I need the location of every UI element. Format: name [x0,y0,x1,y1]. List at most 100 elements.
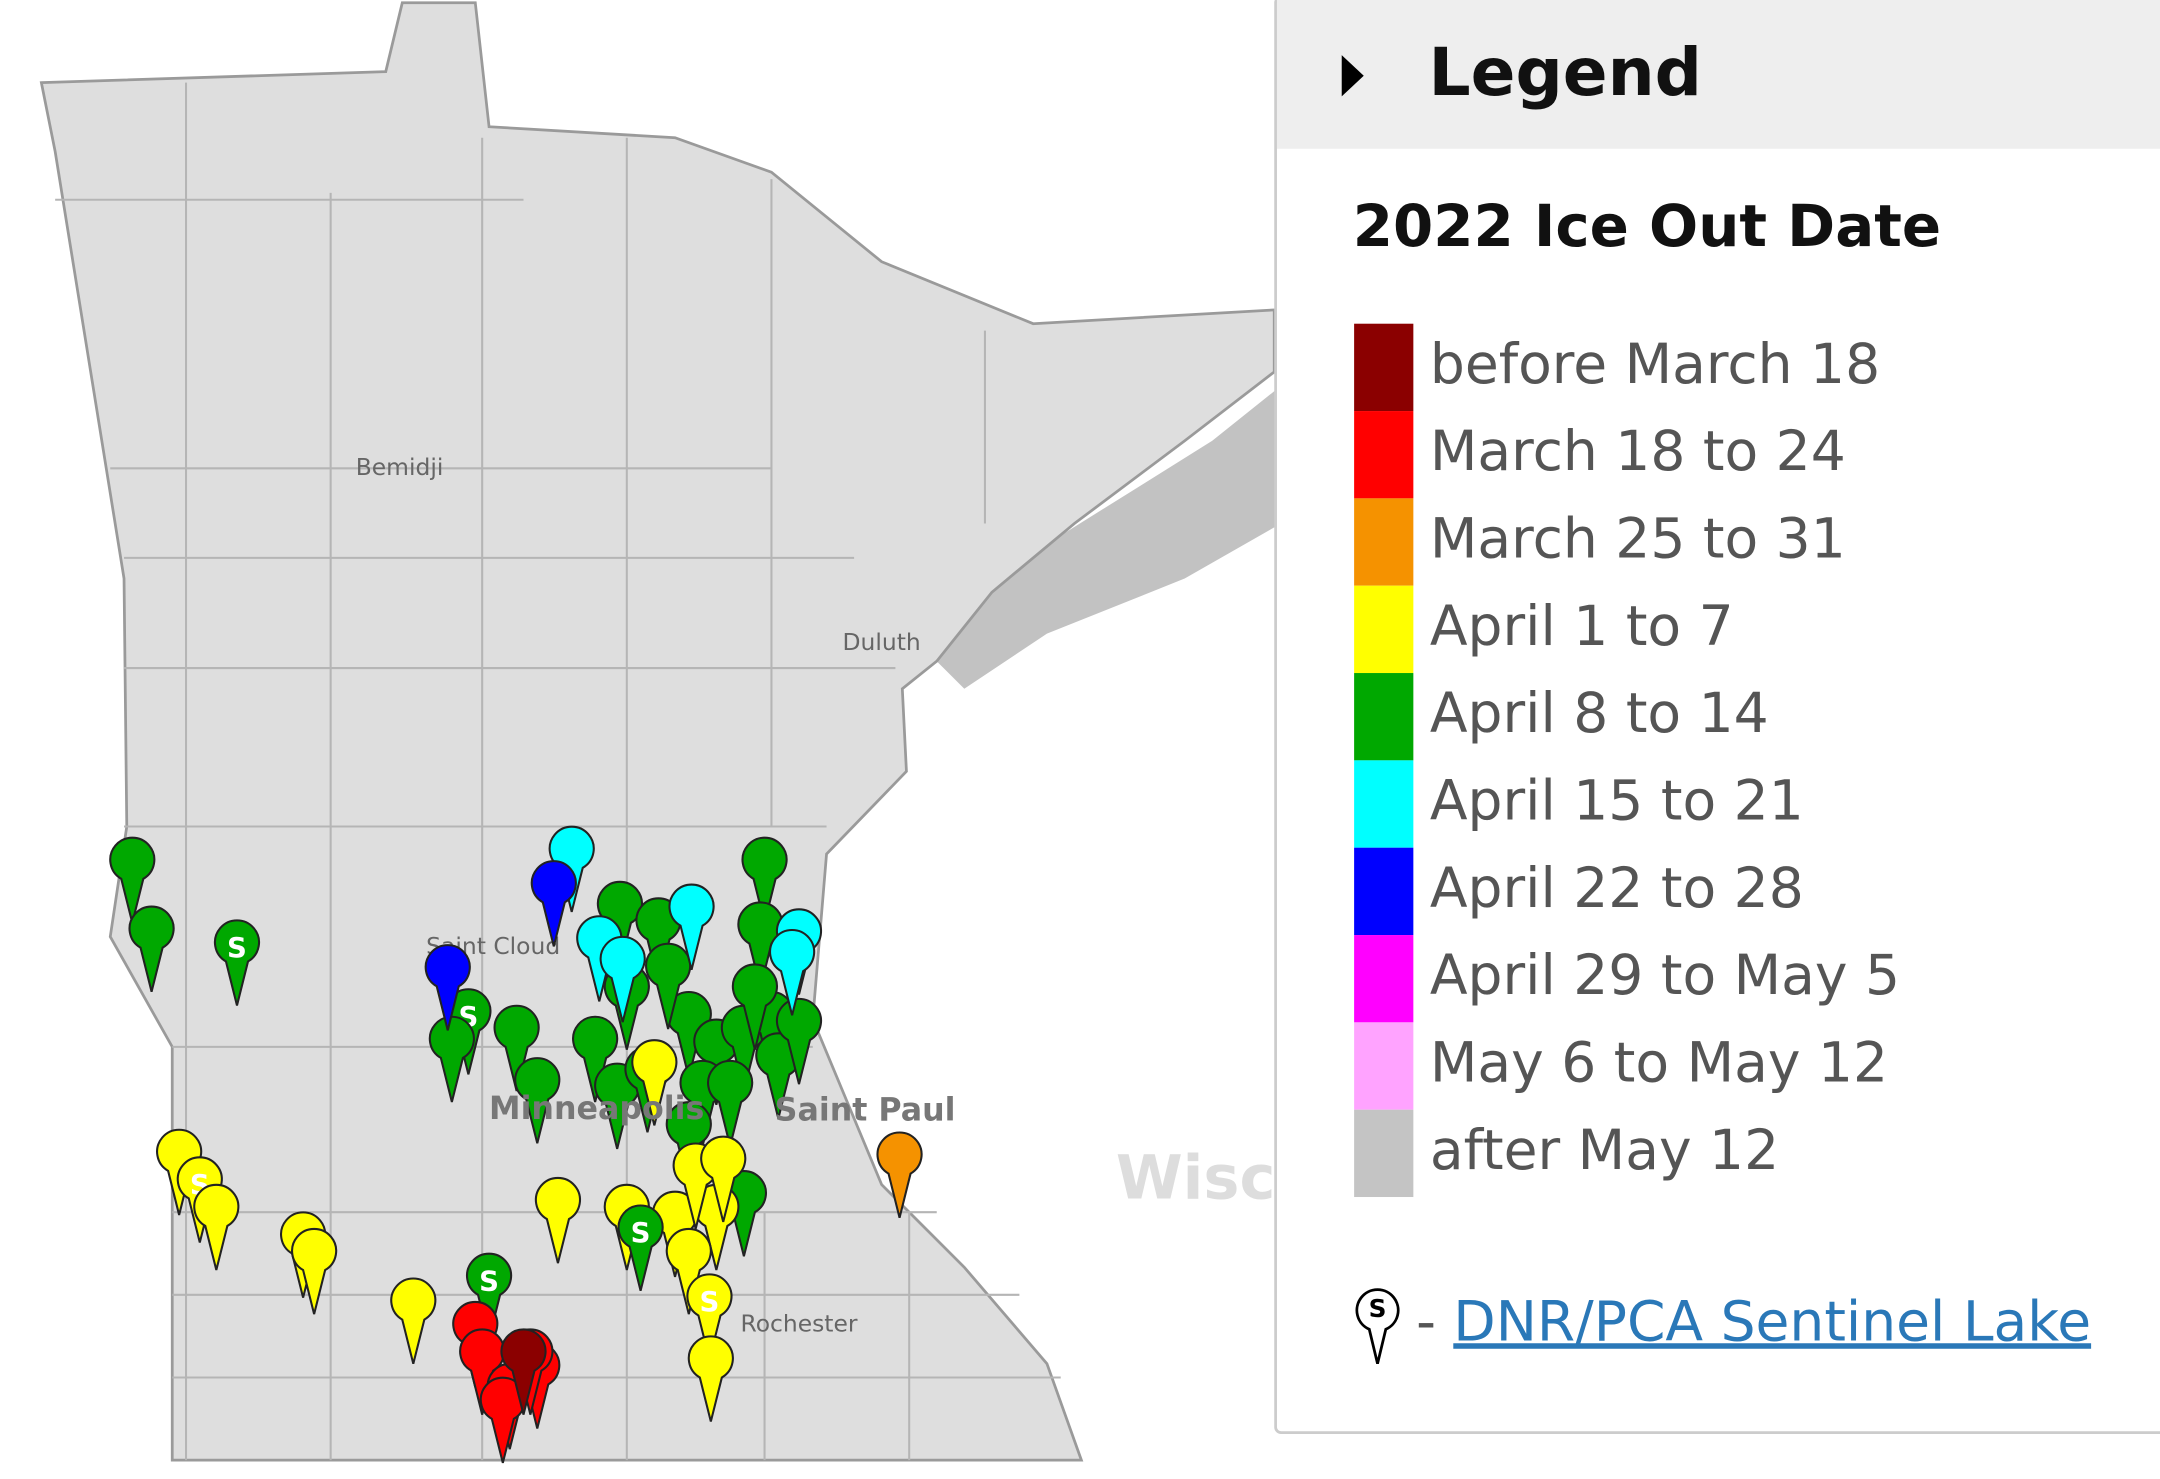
marker-pin [424,944,471,1031]
marker-pin [769,928,816,1016]
legend-label: May 6 to May 12 [1430,1031,1888,1095]
legend-label: April 15 to 21 [1430,769,1804,833]
city-label: Minneapolis [489,1091,704,1127]
sentinel-symbol: S [479,1265,499,1297]
marker-pin [635,897,682,984]
city-label: Duluth [843,628,921,656]
marker-pin [665,1227,712,1315]
lake-marker: S [465,1252,513,1340]
marker-pin [128,905,175,993]
city-label: Saint Paul [775,1093,956,1129]
city-label: Bemidji [356,453,444,481]
marker-pin [668,883,715,970]
lake-marker [665,1227,712,1315]
sentinel-link[interactable]: DNR/PCA Sentinel Lake [1453,1289,2091,1353]
toggle-arrow[interactable] [1341,55,1364,97]
marker-pin [291,1227,338,1315]
lake-marker [741,836,788,924]
marker-pin [741,836,788,924]
legend-title: 2022 Ice Out Date [1353,192,1941,260]
legend-panel: Legend 2022 Ice Out Date before March 18… [1274,0,2160,1434]
legend-label: April 8 to 14 [1430,681,1769,745]
city-label: Rochester [740,1310,857,1338]
lake-superior [936,344,1378,689]
lake-marker [128,905,175,993]
lake-marker: S [617,1204,664,1291]
lake-marker [707,1059,754,1147]
marker-pin [534,1176,582,1264]
legend-swatch [1354,935,1414,1023]
lake-marker [514,1057,561,1144]
lake-marker [731,963,778,1050]
lake-marker [109,836,156,924]
sentinel-symbol: S [631,1217,651,1249]
lake-marker [291,1227,338,1315]
legend-swatch [1354,847,1414,936]
lake-marker [645,942,692,1030]
lake-marker [700,1135,747,1223]
lake-marker [390,1277,437,1364]
legend-swatch [1354,760,1414,848]
sentinel-icon: S [1355,1288,1400,1365]
marker-pin [390,1277,437,1364]
minnesota [39,1,1276,1462]
sentinel-dash: - [1416,1289,1436,1353]
lake-marker [599,935,646,1023]
lake-marker [876,1131,923,1218]
legend-label: April 22 to 28 [1430,856,1804,920]
lake-marker [193,1183,240,1271]
marker-pin [631,1039,678,1126]
lake-marker [668,883,715,970]
marker-pin [617,1204,664,1291]
lake-marker [635,897,682,984]
marker-pin [109,836,156,924]
lake-marker [424,944,471,1031]
lake-marker [572,1015,619,1103]
marker-pin [700,1135,747,1223]
legend-swatch [1354,498,1414,586]
legend-label: March 18 to 24 [1430,419,1846,483]
legend-header[interactable] [1276,0,2160,149]
marker-pin [707,1059,754,1147]
marker-pin [731,963,778,1050]
lake-marker [631,1039,678,1126]
marker-pin [193,1183,240,1271]
marker-pin [686,1273,733,1360]
sentinel-symbol: S [1369,1294,1387,1323]
marker-pin [687,1335,734,1422]
lake-marker [534,1176,582,1264]
marker-pin [493,1004,540,1092]
sentinel-symbol: S [700,1286,720,1318]
legend-label: after May 12 [1430,1118,1779,1182]
sentinel-symbol: S [227,932,247,964]
legend-swatch [1354,1022,1414,1110]
marker-pin [514,1057,561,1144]
marker-pin [876,1131,923,1218]
lake-marker [775,997,823,1085]
marker-pin [599,935,646,1023]
lake-marker: S [213,919,261,1006]
marker-pin [213,919,261,1006]
legend-label: April 1 to 7 [1430,594,1734,658]
legend-label: March 25 to 31 [1430,507,1846,571]
legend-swatch [1354,323,1414,412]
legend-swatch [1354,1109,1414,1198]
legend-swatch [1354,673,1414,761]
lake-marker [500,1328,547,1415]
legend-bg [1274,0,2160,1434]
lake-marker [493,1004,540,1092]
legend-swatch [1354,411,1414,499]
marker-pin [465,1252,513,1340]
marker-pin [530,860,577,947]
marker-pin [645,942,692,1030]
lake-marker [687,1335,734,1422]
lake-marker [530,860,577,947]
lake-marker [769,928,816,1016]
lake-marker: S [686,1273,733,1360]
legend-label: before March 18 [1430,332,1880,396]
marker-pin [572,1015,619,1103]
legend-toggle-title[interactable]: Legend [1429,34,1703,111]
legend-label: April 29 to May 5 [1430,943,1900,1007]
